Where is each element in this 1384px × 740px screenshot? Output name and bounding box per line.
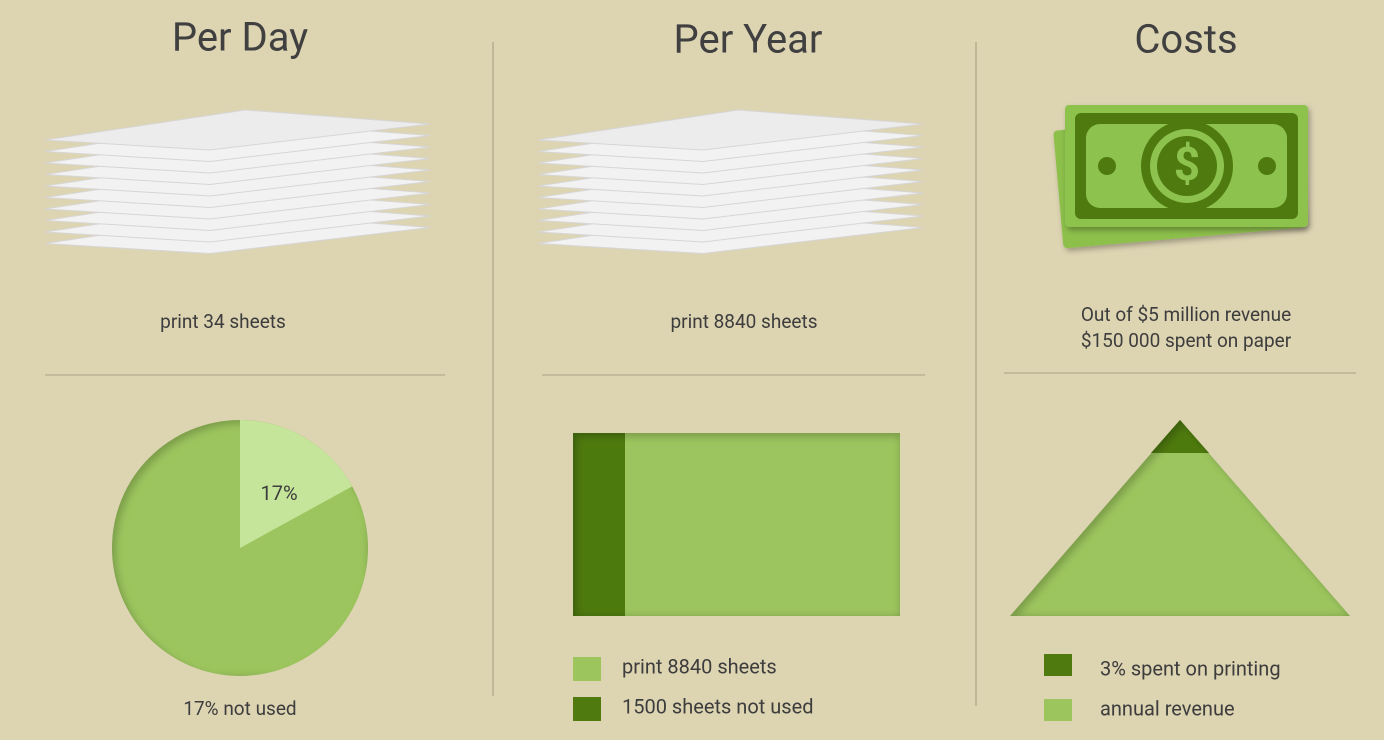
paper-sheet: [44, 109, 431, 151]
pie-label: 17%: [261, 481, 298, 505]
pie-chart: [112, 420, 368, 676]
paper-sheet: [537, 109, 924, 151]
caption: print 8840 sheets: [670, 310, 817, 333]
column-title: Per Day: [172, 14, 308, 61]
paper-stack: [44, 109, 431, 255]
legend-label: annual revenue: [1100, 696, 1235, 720]
caption: print 34 sheets: [160, 310, 286, 333]
revenue-triangle: [1010, 420, 1350, 616]
footer: 17% not used: [183, 697, 296, 720]
legend-label: print 8840 sheets: [622, 654, 777, 678]
legend-swatch: [1044, 654, 1072, 676]
legend-swatch: [573, 697, 601, 721]
dollar-sign: $: [1174, 138, 1200, 192]
legend-label: 1500 sheets not used: [622, 694, 813, 718]
column-title: Costs: [1134, 16, 1237, 63]
money-icon: $: [1053, 105, 1308, 249]
sheet-bar: [573, 433, 900, 616]
caption: Out of $5 million revenue: [1081, 303, 1291, 326]
legend-swatch: [1044, 699, 1072, 721]
legend-label: 3% spent on printing: [1100, 656, 1281, 680]
caption: $150 000 spent on paper: [1081, 329, 1292, 352]
column-title: Per Year: [674, 16, 823, 63]
legend-swatch: [573, 657, 601, 681]
paper-stack: [537, 109, 924, 255]
pie-slice: [240, 420, 353, 548]
